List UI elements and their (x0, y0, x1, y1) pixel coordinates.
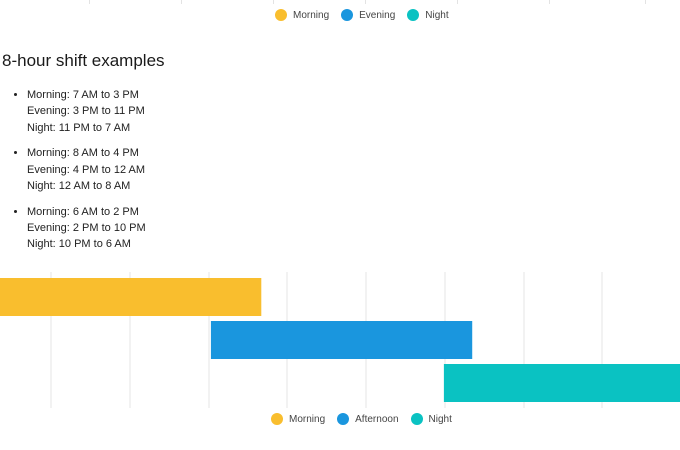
gantt-bar-night[interactable] (443, 364, 680, 402)
shift-example-2: Morning: 8 AM to 4 PM Evening: 4 PM to 1… (27, 145, 146, 194)
top-grid-stub (549, 0, 550, 4)
top-grid-stub (457, 0, 458, 4)
example-1-night: Night: 11 PM to 7 AM (27, 121, 131, 134)
top-legend: Morning Evening Night (275, 9, 449, 21)
legend-label-morning: Morning (289, 413, 326, 425)
gantt-bar-morning[interactable] (0, 278, 262, 316)
legend-label-afternoon: Afternoon (355, 413, 399, 425)
example-2-night: Night: 12 AM to 8 AM (27, 179, 131, 192)
shift-example-1: Morning: 7 AM to 3 PM Evening: 3 PM to 1… (27, 87, 146, 136)
example-3-evening: Evening: 2 PM to 10 PM (27, 222, 146, 235)
top-grid-stub (181, 0, 182, 4)
gantt-bar-afternoon[interactable] (210, 321, 473, 359)
example-2-morning: Morning: 8 AM to 4 PM (27, 147, 139, 160)
legend-item-afternoon[interactable]: Afternoon (337, 413, 399, 425)
legend-dot-morning (275, 9, 287, 21)
shift-gantt-chart (0, 272, 680, 408)
shift-example-3: Morning: 6 AM to 2 PM Evening: 2 PM to 1… (27, 204, 146, 253)
example-1-evening: Evening: 3 PM to 11 PM (27, 105, 145, 118)
section-title: 8-hour shift examples (2, 51, 165, 70)
example-2-evening: Evening: 4 PM to 12 AM (27, 163, 146, 176)
legend-label-night: Night (425, 9, 449, 21)
legend-item-morning[interactable]: Morning (275, 9, 329, 21)
legend-dot-night (410, 413, 423, 425)
example-3-night: Night: 10 PM to 6 AM (27, 238, 131, 251)
legend-item-evening[interactable]: Evening (341, 9, 395, 21)
example-1-morning: Morning: 7 AM to 3 PM (27, 89, 139, 101)
legend-dot-afternoon (337, 413, 350, 425)
shift-examples-list: Morning: 7 AM to 3 PM Evening: 3 PM to 1… (2, 87, 146, 262)
legend-item-night[interactable]: Night (407, 9, 449, 21)
top-grid-stub (89, 0, 90, 4)
top-grid-stub (645, 0, 646, 4)
top-grid-stub (365, 0, 366, 4)
legend-item-morning[interactable]: Morning (271, 413, 325, 425)
legend-dot-evening (341, 9, 354, 21)
legend-label-evening: Evening (359, 9, 396, 21)
legend-dot-morning (271, 413, 283, 425)
example-3-morning: Morning: 6 AM to 2 PM (27, 205, 139, 218)
legend-item-night[interactable]: Night (410, 413, 452, 425)
top-grid-stub (273, 0, 274, 4)
legend-label-morning: Morning (293, 9, 330, 21)
bottom-legend: Morning Afternoon Night (271, 413, 452, 425)
legend-label-night: Night (428, 413, 452, 425)
legend-dot-night (407, 9, 420, 21)
